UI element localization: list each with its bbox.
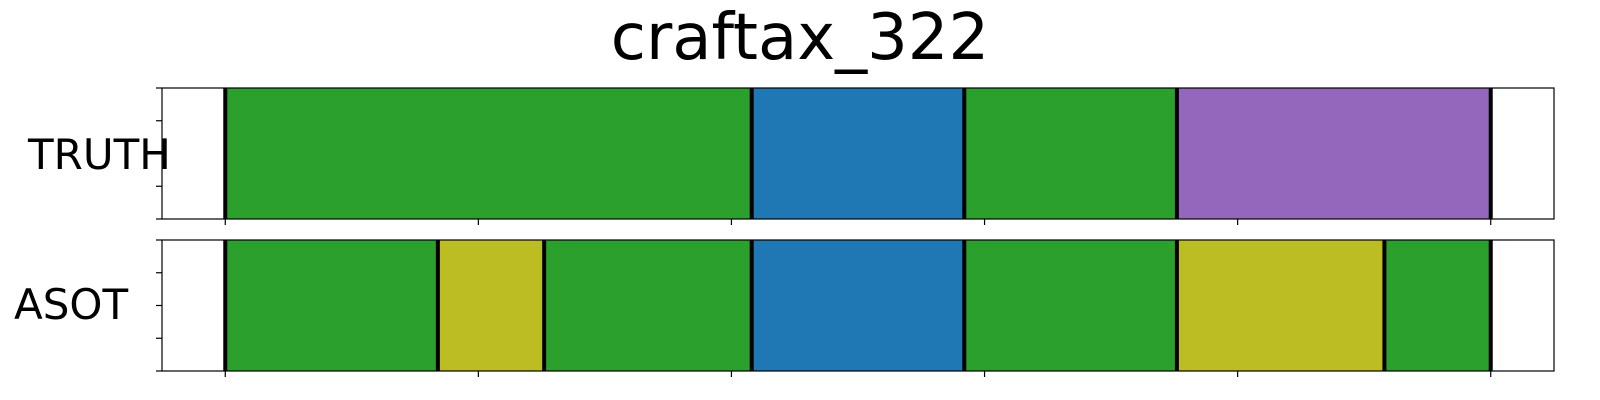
segment-truth-3 — [1176, 88, 1491, 219]
segment-truth-1 — [751, 88, 965, 219]
segment-truth-0 — [225, 88, 752, 219]
segment-asot-5 — [1176, 240, 1385, 371]
segment-asot-1 — [437, 240, 545, 371]
segment-asot-4 — [964, 240, 1177, 371]
segment-truth-2 — [964, 88, 1177, 219]
row-label-truth: TRUTH — [28, 130, 171, 179]
segment-asot-2 — [544, 240, 752, 371]
segment-asot-6 — [1384, 240, 1491, 371]
segment-asot-0 — [225, 240, 438, 371]
row-label-asot: ASOT — [14, 280, 129, 329]
chart-title: craftax_322 — [610, 1, 990, 75]
segment-asot-3 — [751, 240, 965, 371]
